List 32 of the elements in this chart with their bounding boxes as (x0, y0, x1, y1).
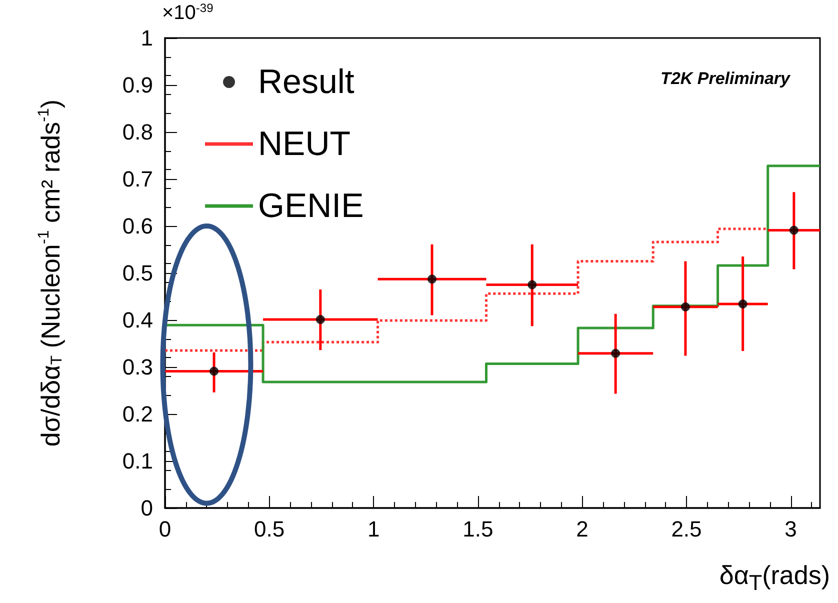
y-tick-label: 0.2 (122, 402, 153, 426)
x-tick-label: 0.5 (254, 516, 285, 542)
point (738, 300, 748, 309)
point (528, 280, 537, 290)
y-tick-label: 0.8 (122, 120, 153, 144)
point (789, 226, 798, 235)
y-tick-label: 0.9 (122, 72, 153, 98)
x-tick-label: 2 (576, 516, 588, 542)
point (210, 366, 219, 376)
y-tick-label: 1 (140, 26, 153, 50)
y-tick-label: 0.1 (122, 448, 153, 474)
y-tick-label: 0.7 (122, 166, 153, 192)
point (316, 315, 325, 324)
x-tick-label: 1.5 (462, 516, 494, 542)
y-tick-label: 0 (140, 496, 153, 520)
y-tick-label: 0.4 (122, 308, 153, 332)
x-tick-label: 1 (367, 516, 380, 542)
legend-label: Result (258, 63, 355, 101)
y-tick-label: 0.3 (122, 354, 153, 380)
x-axis-title: δα$_{T}$(rads) (719, 560, 830, 596)
point (428, 274, 437, 284)
point (680, 302, 690, 312)
y-tick-label: 0.6 (122, 214, 153, 238)
y-tick-label: 0.5 (122, 260, 153, 286)
y-axis-title: dσ/dδαT (Nucleon-1 cm² rads-1) (36, 99, 66, 447)
x-tick-label: 2.5 (671, 516, 702, 542)
x-tick-label: 0 (158, 516, 172, 542)
point (611, 348, 620, 358)
x-tick-label: 3 (784, 516, 797, 542)
legend-label: GENIE (258, 187, 364, 225)
annotation: T2K Preliminary (660, 69, 792, 88)
legend-label: NEUT (258, 125, 351, 163)
